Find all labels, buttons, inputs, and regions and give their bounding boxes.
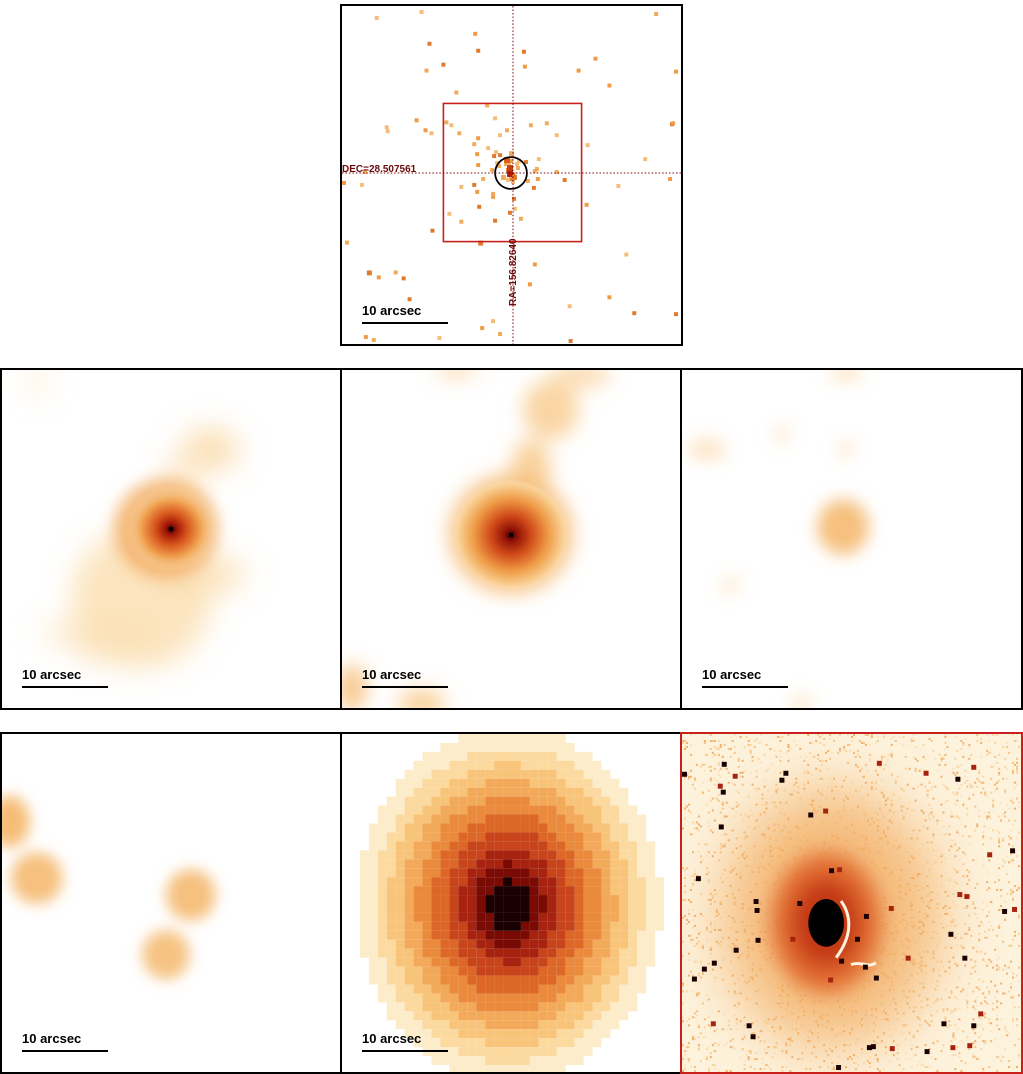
- scale-bar: 10 arcsec: [702, 668, 788, 688]
- scale-line: [362, 686, 448, 688]
- scale-bar: 10 arcsec: [22, 668, 108, 688]
- pixelated-galaxy-image: [359, 734, 665, 1072]
- smoothed-image: [686, 370, 869, 708]
- ra-label: RA=156.82640: [508, 238, 519, 306]
- scale-label: 10 arcsec: [22, 667, 82, 682]
- scale-label: 10 arcsec: [22, 1031, 82, 1046]
- scale-line: [362, 322, 448, 324]
- image-panel-r2-1: 10 arcsec: [0, 368, 343, 710]
- smoothed-image: [342, 370, 611, 708]
- image-panel-r2-2: 10 arcsec: [340, 368, 683, 710]
- scale-bar: 10 arcsec: [22, 1032, 108, 1052]
- scale-bar: 10 arcsec: [362, 304, 448, 324]
- scale-bar: 10 arcsec: [362, 1032, 448, 1052]
- scale-line: [362, 1050, 448, 1052]
- scale-label: 10 arcsec: [362, 1031, 422, 1046]
- smoothed-image: [2, 795, 216, 980]
- scale-line: [22, 1050, 108, 1052]
- scale-line: [22, 686, 108, 688]
- image-panel-r3-2: 10 arcsec: [340, 732, 683, 1074]
- image-panel-r3-1: 10 arcsec: [0, 732, 343, 1074]
- smoothed-image: [24, 371, 246, 669]
- image-panel-r3-3: [680, 732, 1023, 1074]
- image-panel-r2-3: 10 arcsec: [680, 368, 1023, 710]
- dec-label: DEC=28.507561: [342, 164, 417, 175]
- scale-label: 10 arcsec: [362, 303, 422, 318]
- xray-image: [342, 6, 681, 344]
- high-resolution-galaxy-image: [682, 734, 1021, 1072]
- scale-line: [702, 686, 788, 688]
- xray-panel: DEC=28.507561 RA=156.82640 10 arcsec: [340, 4, 683, 346]
- scale-label: 10 arcsec: [362, 667, 422, 682]
- scale-bar: 10 arcsec: [362, 668, 448, 688]
- scale-label: 10 arcsec: [702, 667, 762, 682]
